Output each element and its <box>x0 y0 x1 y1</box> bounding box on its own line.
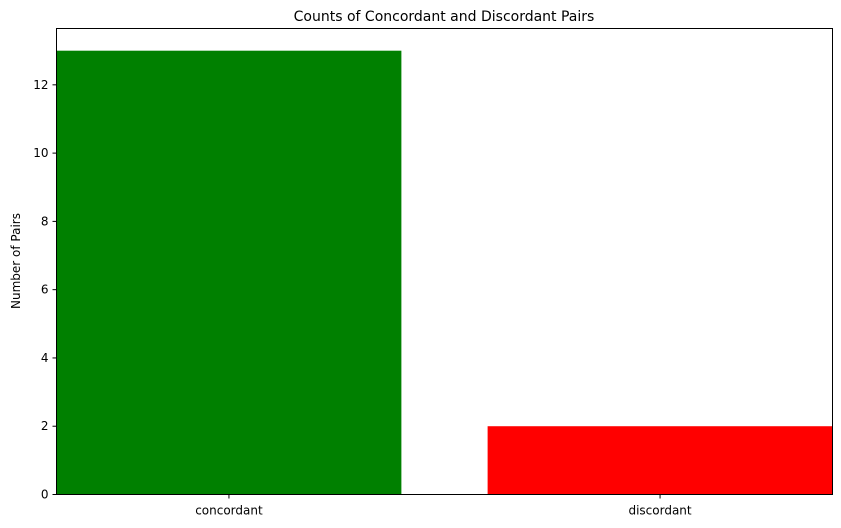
y-tick-label: 0 <box>41 488 49 502</box>
bar-discordant <box>487 426 833 495</box>
x-tick-label: discordant <box>628 504 691 518</box>
plot-frame <box>56 28 833 495</box>
y-axis-label: Number of Pairs <box>9 213 23 309</box>
y-tick-label: 2 <box>41 419 49 433</box>
bar-concordant <box>56 50 402 495</box>
x-tick-label: concordant <box>195 504 263 518</box>
y-tick-label: 8 <box>41 214 49 228</box>
y-tick-label: 12 <box>33 78 48 92</box>
bars-group <box>56 50 833 495</box>
y-tick-label: 10 <box>33 146 48 160</box>
y-tick-label: 6 <box>41 283 49 297</box>
y-axis: 0 2 4 6 8 10 12 <box>33 78 57 502</box>
x-axis: concordant discordant <box>195 494 692 518</box>
chart-title: Counts of Concordant and Discordant Pair… <box>294 9 595 25</box>
y-tick-label: 4 <box>41 351 49 365</box>
